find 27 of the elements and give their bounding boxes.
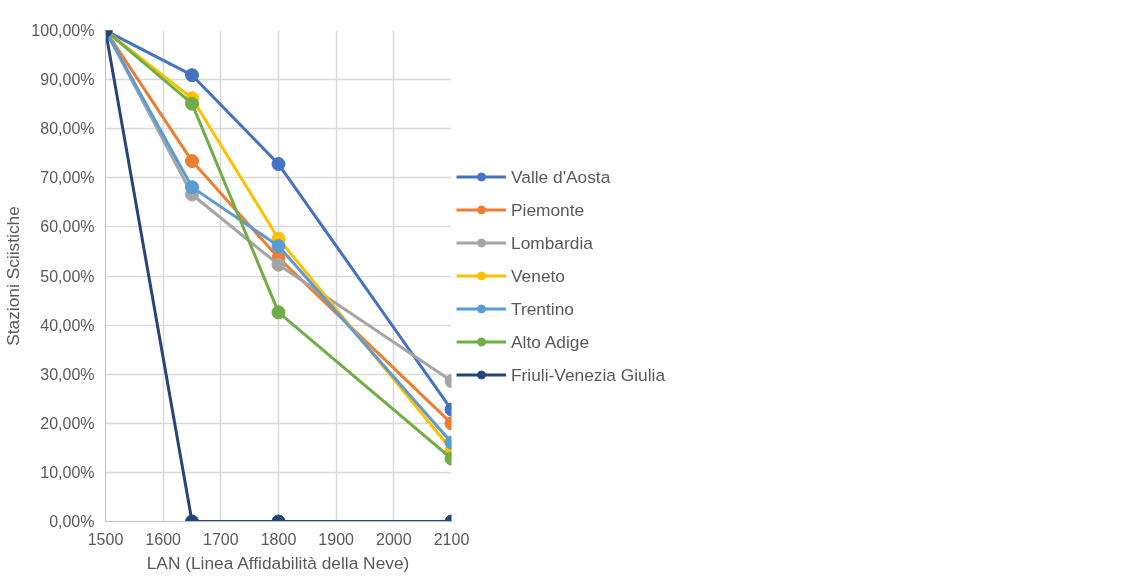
- legend-label: Veneto: [511, 265, 565, 286]
- x-tick-label: 1600: [145, 530, 182, 548]
- legend-label: Piemonte: [511, 199, 585, 220]
- y-tick-label: 10,00%: [40, 463, 95, 481]
- x-axis-title: LAN (Linea Affidabilità della Neve): [146, 552, 410, 573]
- x-tick-label: 1800: [260, 530, 297, 548]
- x-tick-label: 1900: [318, 530, 355, 548]
- y-tick-label: 70,00%: [40, 169, 95, 187]
- y-axis-title: Stazioni Sciistiche: [3, 206, 24, 346]
- y-tick-label: 80,00%: [40, 120, 95, 138]
- x-tick-label: 2100: [433, 530, 470, 548]
- x-tick-label: 1700: [203, 530, 239, 548]
- legend-label: Valle d'Aosta: [511, 166, 611, 187]
- y-tick-label: 0,00%: [49, 513, 95, 530]
- legend-label: Trentino: [511, 298, 574, 319]
- y-tick-label: 40,00%: [40, 316, 95, 334]
- y-tick-label: 100,00%: [31, 22, 95, 39]
- legend-label: Lombardia: [511, 232, 593, 253]
- y-tick-label: 90,00%: [40, 71, 95, 89]
- y-tick-label: 30,00%: [40, 365, 95, 383]
- y-tick-label: 20,00%: [40, 414, 95, 432]
- y-tick-label: 60,00%: [40, 218, 95, 236]
- y-tick-label: 50,00%: [40, 267, 95, 285]
- legend-label: Friuli-Venezia Giulia: [511, 364, 666, 385]
- legend-label: Alto Adige: [511, 331, 590, 352]
- x-tick-label: 1500: [87, 530, 124, 548]
- x-tick-label: 2000: [376, 530, 412, 548]
